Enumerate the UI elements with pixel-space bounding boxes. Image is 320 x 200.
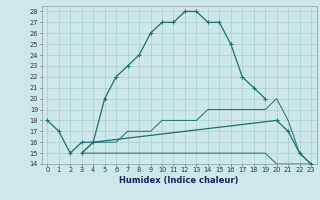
X-axis label: Humidex (Indice chaleur): Humidex (Indice chaleur)	[119, 176, 239, 185]
